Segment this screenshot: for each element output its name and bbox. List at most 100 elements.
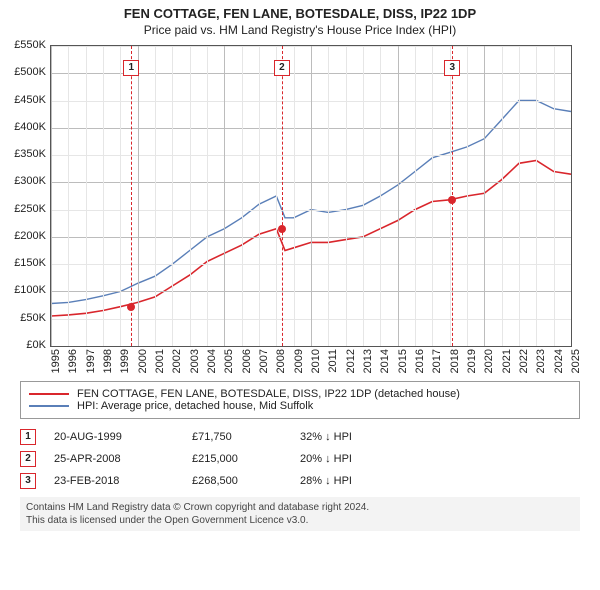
transaction-date: 20-AUG-1999 [54, 431, 174, 443]
y-tick-label: £100K [14, 284, 46, 296]
marker-box: 3 [444, 60, 460, 76]
x-tick-label: 2013 [362, 349, 374, 373]
x-tick-label: 2016 [414, 349, 426, 373]
x-tick-label: 2015 [397, 349, 409, 373]
transaction-price: £71,750 [192, 431, 282, 443]
x-gridline [536, 46, 537, 346]
x-tick-label: 2012 [345, 349, 357, 373]
y-tick-label: £200K [14, 230, 46, 242]
x-gridline [138, 46, 139, 346]
y-tick-label: £350K [14, 148, 46, 160]
x-gridline [519, 46, 520, 346]
y-tick-label: £150K [14, 257, 46, 269]
x-tick-label: 2008 [275, 349, 287, 373]
x-gridline [484, 46, 485, 346]
marker-vline [131, 46, 132, 346]
x-tick-label: 2020 [483, 349, 495, 373]
x-tick-label: 1995 [50, 349, 62, 373]
x-tick-label: 2025 [570, 349, 582, 373]
x-tick-label: 2022 [518, 349, 530, 373]
transactions-table: 1 20-AUG-1999 £71,750 32% ↓ HPI 2 25-APR-2008… [20, 429, 580, 489]
transaction-row: 2 25-APR-2008 £215,000 20% ↓ HPI [20, 451, 580, 467]
y-tick-label: £250K [14, 203, 46, 215]
x-gridline [554, 46, 555, 346]
x-tick-label: 2004 [206, 349, 218, 373]
footer-line2: This data is licensed under the Open Gov… [26, 514, 574, 527]
x-tick-label: 1998 [102, 349, 114, 373]
y-tick-label: £400K [14, 121, 46, 133]
x-tick-label: 2003 [189, 349, 201, 373]
y-tick-label: £550K [14, 39, 46, 51]
x-gridline [467, 46, 468, 346]
transaction-diff: 32% ↓ HPI [300, 431, 390, 443]
transaction-marker: 1 [20, 429, 36, 445]
x-tick-label: 2018 [449, 349, 461, 373]
x-gridline [242, 46, 243, 346]
transaction-price: £268,500 [192, 475, 282, 487]
x-tick-label: 2024 [553, 349, 565, 373]
transaction-date: 25-APR-2008 [54, 453, 174, 465]
x-gridline [432, 46, 433, 346]
x-gridline [51, 46, 52, 346]
legend: FEN COTTAGE, FEN LANE, BOTESDALE, DISS, … [20, 381, 580, 419]
y-tick-label: £300K [14, 175, 46, 187]
transaction-row: 323-FEB-2018£268,50028% ↓ HPI [20, 473, 580, 489]
y-tick-label: £500K [14, 66, 46, 78]
chart-subtitle: Price paid vs. HM Land Registry's House … [0, 23, 600, 37]
x-gridline [207, 46, 208, 346]
legend-item: FEN COTTAGE, FEN LANE, BOTESDALE, DISS, … [29, 388, 571, 400]
x-gridline [224, 46, 225, 346]
x-tick-label: 2005 [223, 349, 235, 373]
x-tick-label: 2014 [379, 349, 391, 373]
footer-line1: Contains HM Land Registry data © Crown c… [26, 501, 574, 514]
transaction-row: 1 20-AUG-1999 £71,750 32% ↓ HPI [20, 429, 580, 445]
marker-vline [282, 46, 283, 346]
x-gridline [190, 46, 191, 346]
x-tick-label: 2023 [535, 349, 547, 373]
x-gridline [172, 46, 173, 346]
legend-swatch [29, 393, 69, 395]
x-tick-label: 2010 [310, 349, 322, 373]
x-gridline [346, 46, 347, 346]
legend-swatch [29, 405, 69, 407]
transaction-price: £215,000 [192, 453, 282, 465]
marker-box: 1 [123, 60, 139, 76]
x-tick-label: 2006 [241, 349, 253, 373]
chart-area: 123 £0K£50K£100K£150K£200K£250K£300K£350… [50, 45, 570, 345]
x-gridline [571, 46, 572, 346]
x-tick-label: 2002 [171, 349, 183, 373]
legend-label: HPI: Average price, detached house, Mid … [77, 400, 313, 412]
legend-item: HPI: Average price, detached house, Mid … [29, 400, 571, 412]
chart-title: FEN COTTAGE, FEN LANE, BOTESDALE, DISS, … [0, 6, 600, 21]
x-tick-label: 2017 [431, 349, 443, 373]
x-tick-label: 2000 [137, 349, 149, 373]
x-gridline [415, 46, 416, 346]
transaction-diff: 20% ↓ HPI [300, 453, 390, 465]
x-tick-label: 2011 [327, 349, 339, 373]
x-gridline [294, 46, 295, 346]
x-gridline [259, 46, 260, 346]
transaction-marker: 2 [20, 451, 36, 467]
x-tick-label: 1996 [67, 349, 79, 373]
y-gridline [51, 346, 571, 347]
y-tick-label: £50K [20, 312, 46, 324]
transaction-marker: 3 [20, 473, 36, 489]
x-gridline [68, 46, 69, 346]
x-gridline [86, 46, 87, 346]
x-tick-label: 1997 [85, 349, 97, 373]
x-gridline [380, 46, 381, 346]
marker-box: 2 [274, 60, 290, 76]
footer-note: Contains HM Land Registry data © Crown c… [20, 497, 580, 531]
legend-label: FEN COTTAGE, FEN LANE, BOTESDALE, DISS, … [77, 388, 460, 400]
x-gridline [155, 46, 156, 346]
x-gridline [276, 46, 277, 346]
x-tick-label: 2021 [501, 349, 513, 373]
x-tick-label: 2009 [293, 349, 305, 373]
x-tick-label: 2001 [154, 349, 166, 373]
plot-region: 1 2 3 [50, 45, 572, 347]
x-tick-label: 1999 [119, 349, 131, 373]
x-gridline [502, 46, 503, 346]
transaction-diff: 28% ↓ HPI [300, 475, 390, 487]
y-tick-label: £0K [26, 339, 46, 351]
x-gridline [328, 46, 329, 346]
